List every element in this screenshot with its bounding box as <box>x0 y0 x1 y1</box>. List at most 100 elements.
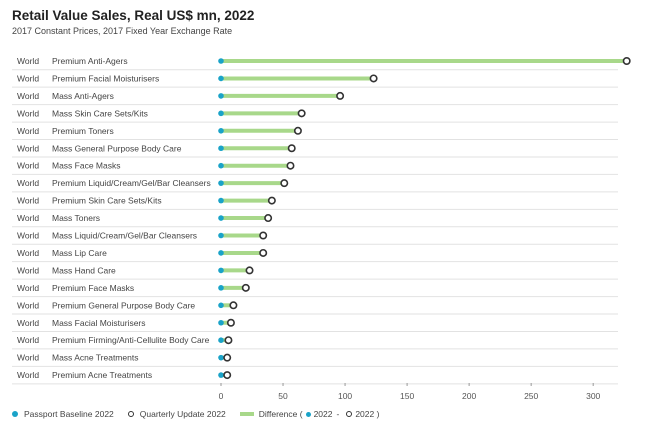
update-point <box>267 196 276 205</box>
update-point <box>259 231 268 240</box>
x-tick-label: 250 <box>524 391 538 401</box>
baseline-point <box>218 197 224 204</box>
update-point <box>241 283 250 292</box>
difference-bar-icon <box>239 412 254 416</box>
baseline-point <box>218 337 224 344</box>
baseline-point <box>218 128 224 134</box>
row-geo-label: World <box>17 143 39 153</box>
baseline-point <box>218 232 224 239</box>
baseline-point <box>218 180 224 186</box>
x-tick-label: 150 <box>400 391 414 401</box>
update-point <box>245 266 254 275</box>
row-geo-label: World <box>17 196 39 206</box>
row-geo-label: World <box>17 300 39 310</box>
legend-diff-sep: - <box>336 409 340 419</box>
row-category-label: Mass Face Masks <box>52 161 121 171</box>
row-geo-label: World <box>17 73 39 83</box>
x-tick-label: 100 <box>338 391 352 401</box>
row-geo-label: World <box>17 353 39 363</box>
update-point <box>297 109 306 118</box>
update-point <box>226 318 235 327</box>
update-point <box>336 91 345 100</box>
row-category-label: Premium General Purpose Body Care <box>52 300 195 310</box>
update-point <box>264 214 273 223</box>
baseline-point <box>218 110 224 117</box>
row-category-label: Mass Facial Moisturisers <box>52 318 146 328</box>
row-geo-label: World <box>17 265 39 275</box>
legend-update[interactable]: Quarterly Update 2022 <box>127 409 226 419</box>
legend-difference[interactable]: Difference ( 2022 - 2022 ) <box>239 409 380 419</box>
baseline-point <box>218 267 224 274</box>
baseline-point <box>218 319 224 326</box>
row-category-label: Mass Toners <box>52 213 100 223</box>
row-geo-label: World <box>17 335 39 345</box>
legend-baseline[interactable]: Passport Baseline 2022 <box>12 409 114 419</box>
row-category-label: Mass Anti-Agers <box>52 91 114 101</box>
row-category-label: Mass Liquid/Cream/Gel/Bar Cleansers <box>52 231 197 241</box>
row-geo-label: World <box>17 248 39 258</box>
baseline-point <box>218 162 224 169</box>
row-category-label: Premium Toners <box>52 126 114 136</box>
update-point <box>369 74 378 83</box>
legend-diff-a: 2022 <box>313 409 333 419</box>
baseline-point <box>218 93 224 99</box>
row-geo-label: World <box>17 283 39 293</box>
baseline-point <box>218 215 224 221</box>
row-category-label: Premium Skin Care Sets/Kits <box>52 196 162 206</box>
row-geo-label: World <box>17 178 39 188</box>
baseline-point <box>218 145 224 152</box>
baseline-point <box>218 302 224 309</box>
update-point <box>223 371 232 380</box>
update-point <box>622 56 631 65</box>
row-category-label: Mass Acne Treatments <box>52 353 138 363</box>
row-category-label: Mass General Purpose Body Care <box>52 143 182 153</box>
baseline-point <box>218 285 224 291</box>
row-geo-label: World <box>17 161 39 171</box>
update-ring-icon <box>346 411 353 417</box>
row-category-label: Mass Lip Care <box>52 248 107 258</box>
row-category-label: Premium Acne Treatments <box>52 370 152 380</box>
update-point <box>286 161 295 170</box>
update-point <box>280 179 289 188</box>
row-geo-label: World <box>17 370 39 380</box>
chart-subtitle: 2017 Constant Prices, 2017 Fixed Year Ex… <box>12 26 233 36</box>
row-geo-label: World <box>17 91 39 101</box>
baseline-point <box>218 372 224 378</box>
chart-title: Retail Value Sales, Real US$ mn, 2022 <box>12 8 255 23</box>
update-point <box>229 301 238 310</box>
x-tick-label: 0 <box>219 391 224 401</box>
legend-baseline-label: Passport Baseline 2022 <box>24 409 114 419</box>
x-tick-label: 200 <box>462 391 476 401</box>
update-point <box>293 126 302 135</box>
row-geo-label: World <box>17 126 39 136</box>
baseline-point <box>218 354 224 361</box>
update-ring-icon <box>127 411 134 417</box>
dumbbell-chart: 0 50 100 150 200 250 300 World Premium Anti-Ager… <box>12 56 631 401</box>
row-category-label: Mass Skin Care Sets/Kits <box>52 108 148 118</box>
row-category-label: Premium Firming/Anti-Cellulite Body Care <box>52 335 210 345</box>
row-geo-label: World <box>17 56 39 66</box>
baseline-point <box>218 250 224 256</box>
update-point <box>259 248 268 257</box>
row-category-label: Premium Liquid/Cream/Gel/Bar Cleansers <box>52 178 211 188</box>
update-point <box>287 144 296 153</box>
row-category-label: Mass Hand Care <box>52 265 116 275</box>
row-geo-label: World <box>17 231 39 241</box>
row-geo-label: World <box>17 108 39 118</box>
row-category-label: Premium Facial Moisturisers <box>52 73 159 83</box>
baseline-dot-icon <box>12 411 18 417</box>
baseline-dot-icon <box>305 411 311 417</box>
chart-legend: Passport Baseline 2022 Quarterly Update … <box>12 409 393 419</box>
row-geo-label: World <box>17 318 39 328</box>
update-point <box>223 353 232 362</box>
legend-diff-b: 2022 ) <box>355 409 380 419</box>
row-category-label: Premium Anti-Agers <box>52 56 128 66</box>
legend-difference-label: Difference ( <box>258 409 303 419</box>
update-point <box>224 336 233 345</box>
legend-update-label: Quarterly Update 2022 <box>139 409 226 419</box>
row-geo-label: World <box>17 213 39 223</box>
baseline-point <box>218 75 224 82</box>
row-category-label: Premium Face Masks <box>52 283 134 293</box>
baseline-point <box>218 58 224 64</box>
x-tick-label: 50 <box>278 391 288 401</box>
